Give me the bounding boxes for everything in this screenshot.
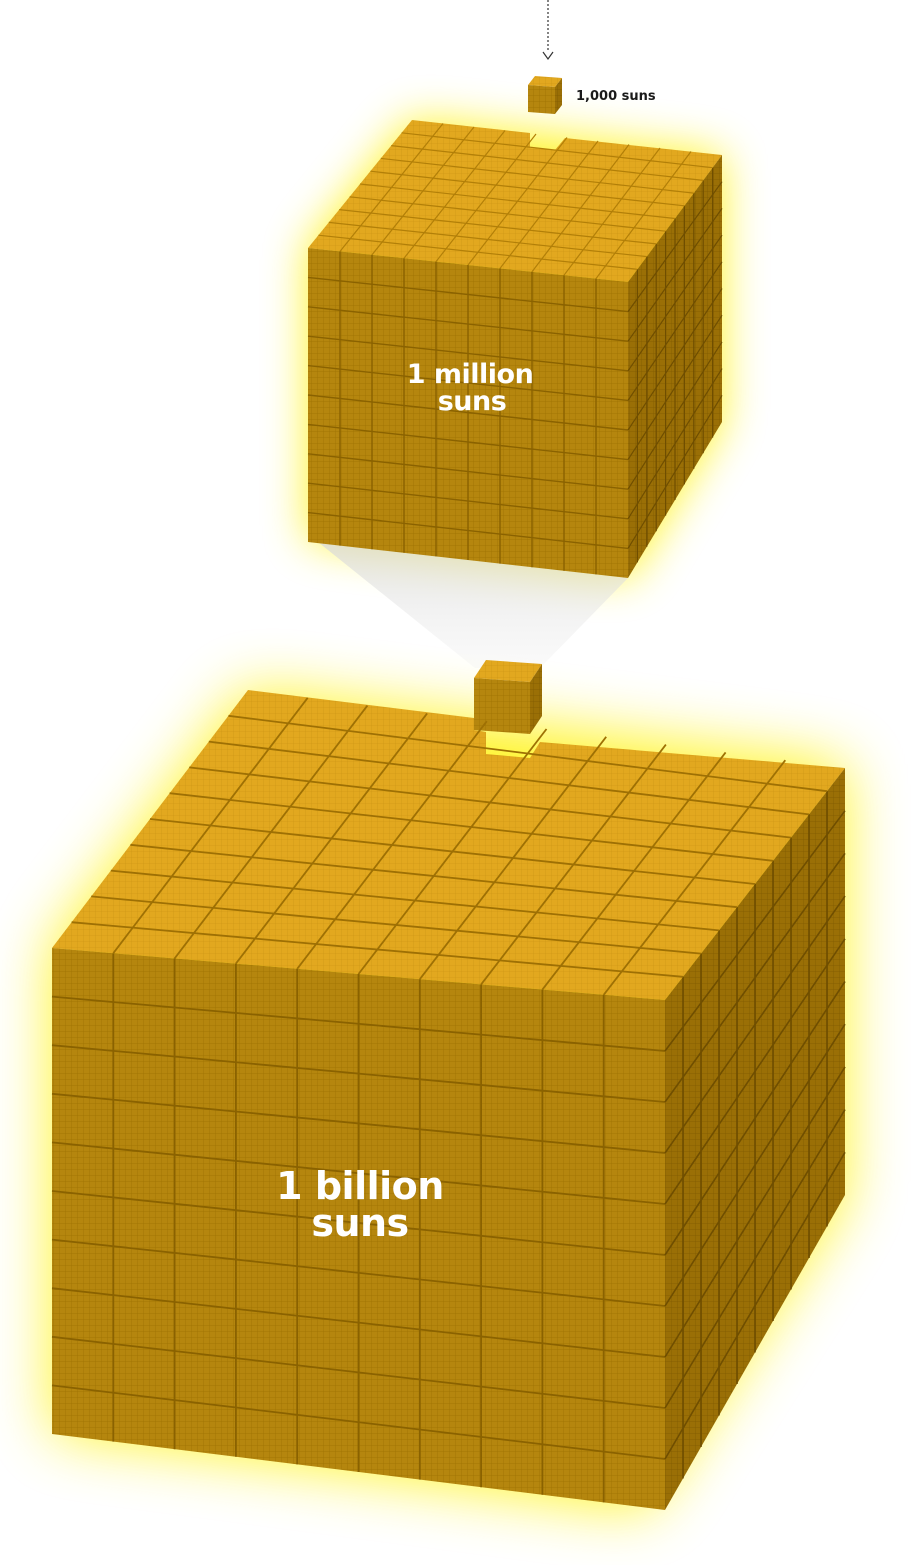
dotted-arrow-down-icon	[542, 0, 554, 61]
grid-line	[318, 234, 638, 270]
grid-line	[664, 981, 846, 1256]
grid-line	[51, 1384, 666, 1460]
grid-line	[51, 1238, 666, 1307]
small-cube	[528, 76, 562, 114]
label-1000-suns: 1,000 suns	[576, 89, 656, 104]
grid-line	[531, 144, 630, 273]
grid-line	[664, 1151, 846, 1460]
grid-line	[51, 1190, 666, 1256]
grid-line	[51, 1287, 666, 1358]
grid-line	[602, 759, 787, 996]
grid-line	[499, 140, 599, 269]
unit-cube-front	[474, 678, 530, 734]
grid-line	[627, 288, 723, 431]
grid-line	[627, 368, 723, 520]
unit-cube	[474, 660, 542, 734]
grid-line	[627, 341, 723, 490]
zoom-connector	[318, 542, 628, 668]
unit-cube-side	[530, 664, 542, 734]
grid-line	[664, 1023, 846, 1307]
grid-line	[595, 151, 692, 279]
grid-line	[149, 818, 756, 885]
label-1-billion-line1: 1 billion	[276, 1164, 444, 1208]
grid-line	[307, 482, 629, 520]
grid-line	[664, 1109, 846, 1409]
grid-line	[627, 314, 723, 460]
medium-cube	[307, 120, 723, 578]
grid-line	[307, 423, 629, 461]
grid-line	[71, 921, 684, 978]
grid-line	[627, 394, 723, 549]
small-cube-front	[528, 85, 555, 114]
grid-line	[110, 869, 720, 932]
grid-line	[563, 147, 661, 276]
grid-line	[328, 221, 647, 258]
grid-line	[307, 511, 629, 550]
unit-cube-top	[474, 660, 542, 682]
grid-line	[359, 183, 676, 220]
grid-line	[480, 744, 667, 985]
grid-line	[307, 453, 629, 490]
grid-line	[91, 895, 702, 955]
grid-line	[130, 843, 738, 909]
grid-line	[51, 1335, 666, 1409]
label-1-million-line1: 1 million	[407, 359, 534, 390]
grid-line	[541, 751, 727, 991]
label-1-billion-line2: suns	[311, 1201, 408, 1245]
grid-line	[339, 209, 657, 245]
label-1-million-line2: suns	[438, 386, 507, 417]
small-cube-side	[555, 78, 562, 114]
medium-cube-grid	[307, 123, 723, 575]
grid-line	[307, 394, 629, 431]
grid-line	[664, 1066, 846, 1358]
large-cube	[51, 690, 846, 1510]
grid-line	[349, 196, 666, 232]
large-cube-grid	[51, 697, 846, 1503]
grid-line	[419, 736, 607, 980]
small-cube-top	[528, 76, 562, 87]
